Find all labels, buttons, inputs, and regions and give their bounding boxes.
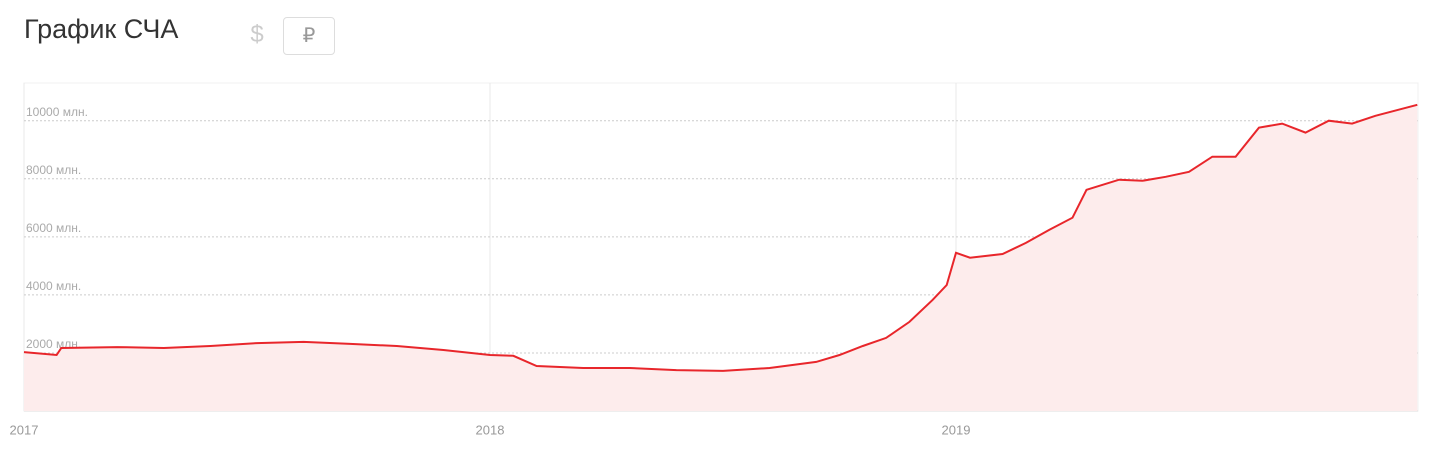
y-tick-label: 6000 млн. (26, 221, 81, 235)
area (24, 104, 1418, 412)
currency-button[interactable]: $ (250, 21, 264, 48)
currency-button[interactable]: ₽ (283, 17, 335, 55)
x-tick-label: 2018 (476, 422, 505, 437)
x-tick-label: 2019 (942, 422, 971, 437)
y-tick-label: 4000 млн. (26, 279, 81, 293)
chart-title: График СЧА (24, 14, 179, 44)
line (23, 103, 1418, 372)
y-tick-label: 10000 млн. (26, 105, 88, 119)
y-tick-label: 8000 млн. (26, 163, 81, 177)
x-tick-label: 2017 (10, 422, 39, 437)
